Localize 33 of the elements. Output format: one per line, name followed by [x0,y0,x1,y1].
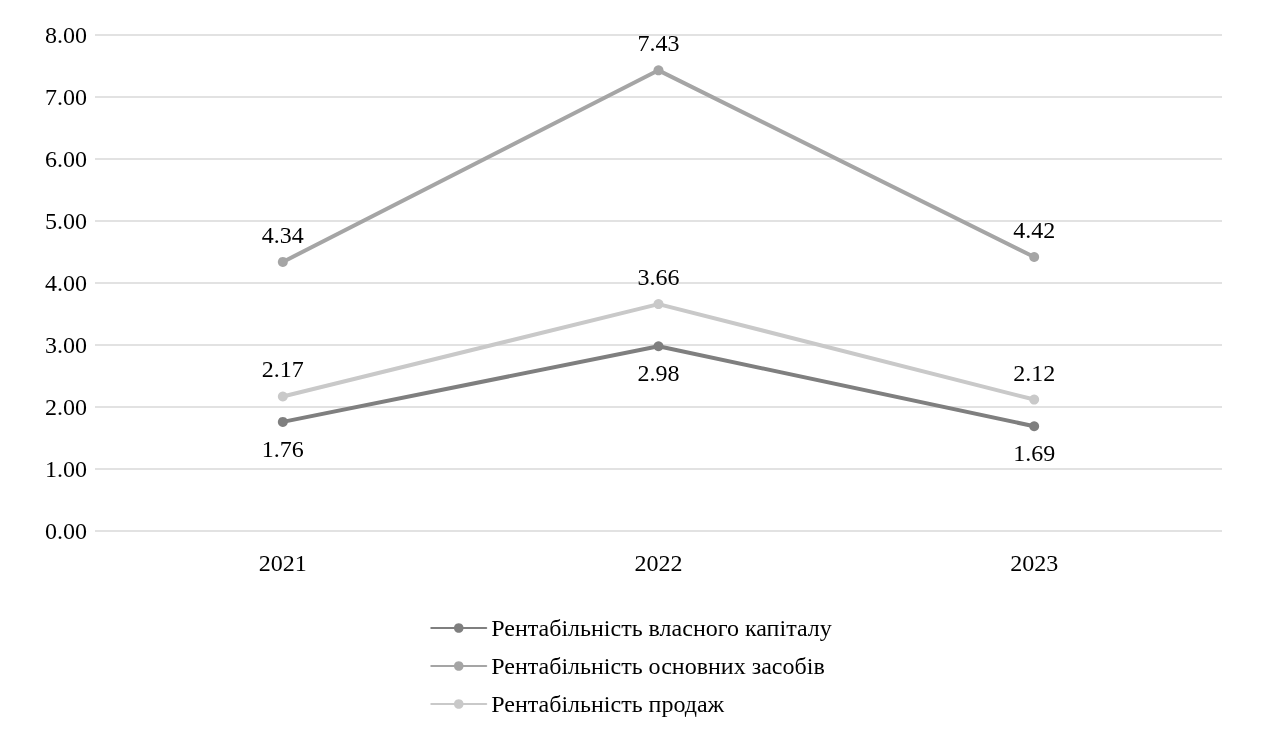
point [653,65,664,76]
point [277,256,288,267]
legend-label: Рентабільність основних засобів [491,653,825,679]
y-tick-label: 3.00 [45,332,87,358]
y-tick-label: 6.00 [45,146,87,172]
point [1029,251,1040,262]
data-label: 1.76 [261,435,304,462]
point [653,299,664,310]
legend-label: Рентабільність власного капіталу [491,615,832,641]
y-tick-label: 2.00 [45,394,87,420]
point [1029,394,1040,405]
y-tick-label: 8.00 [45,22,87,48]
data-label: 2.98 [637,360,680,387]
y-tick-label: 0.00 [45,518,87,544]
data-label: 3.66 [637,264,680,291]
x-tick-label: 2023 [1010,550,1059,576]
x-tick-label: 2021 [258,550,307,576]
y-tick-label: 5.00 [45,208,87,234]
y-tick-label: 1.00 [45,456,87,482]
data-label: 2.17 [261,356,304,383]
x-tick-label: 2022 [634,550,683,576]
data-label: 4.34 [261,221,304,248]
data-label: 4.42 [1013,216,1056,243]
data-label: 7.43 [637,30,680,57]
point [653,341,664,352]
data-label: 1.69 [1013,440,1056,467]
data-label: 2.12 [1013,359,1056,386]
y-tick-label: 4.00 [45,270,87,296]
point [277,416,288,427]
y-tick-label: 7.00 [45,84,87,110]
point [1029,421,1040,432]
point [277,391,288,402]
legend-label: Рентабільність продаж [491,691,725,717]
